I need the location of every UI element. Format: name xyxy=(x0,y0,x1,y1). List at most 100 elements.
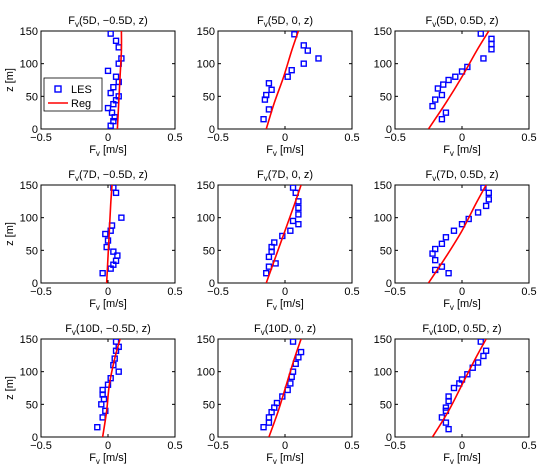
plot-area xyxy=(427,31,495,129)
y-tick-label: 0 xyxy=(386,432,392,444)
y-axis-label: z [m] xyxy=(4,68,16,92)
y-tick-label: 50 xyxy=(203,399,215,411)
y-tick-label: 50 xyxy=(203,91,215,103)
les-point xyxy=(445,270,452,277)
les-point xyxy=(98,401,105,408)
y-tick-label: 150 xyxy=(20,180,38,192)
legend: LES Reg xyxy=(43,77,103,112)
y-tick-label: 50 xyxy=(380,399,392,411)
les-point xyxy=(474,209,482,216)
les-point xyxy=(432,96,439,103)
y-tick-label: 100 xyxy=(20,367,38,379)
reg-line xyxy=(116,31,123,129)
les-point xyxy=(265,253,273,261)
les-point xyxy=(445,397,452,405)
les-point xyxy=(438,115,446,123)
legend-les-marker xyxy=(54,85,62,93)
les-point xyxy=(452,73,459,80)
les-point xyxy=(261,96,269,103)
les-point xyxy=(99,270,106,277)
plot-area xyxy=(260,31,322,129)
subplot-title: Fv(10D, 0, z) xyxy=(254,323,316,337)
y-tick-label: 150 xyxy=(20,26,38,38)
reg-line xyxy=(101,339,121,437)
les-point xyxy=(482,202,490,210)
x-tick-label: 0 xyxy=(282,286,288,298)
y-tick-label: 0 xyxy=(386,124,392,136)
axes-box xyxy=(394,184,530,284)
les-point xyxy=(102,407,109,415)
reg-line xyxy=(265,31,300,129)
les-point xyxy=(263,270,270,277)
les-point xyxy=(474,359,482,366)
x-tick-label: 0.5 xyxy=(167,286,182,298)
les-point xyxy=(288,66,295,74)
subplot-title: Fv(5D, −0.5D, z) xyxy=(68,15,148,29)
les-point xyxy=(94,424,101,431)
reg-line xyxy=(265,185,302,283)
x-tick-label: −0.5 xyxy=(30,132,52,144)
y-tick-label: 0 xyxy=(386,278,392,290)
les-point xyxy=(260,115,267,123)
reg-line xyxy=(105,185,113,283)
x-tick-label: −0.5 xyxy=(207,440,229,452)
les-point xyxy=(464,371,471,378)
les-point xyxy=(287,380,294,387)
les-point xyxy=(480,55,487,62)
les-point xyxy=(118,214,125,221)
les-point xyxy=(429,250,436,257)
les-point xyxy=(464,63,471,71)
x-tick-label: 0 xyxy=(105,132,111,144)
axes-box xyxy=(40,338,176,438)
x-axis-label: Fv [m/s] xyxy=(266,452,304,466)
les-point xyxy=(295,354,302,361)
y-tick-label: 150 xyxy=(374,180,392,192)
x-tick-label: 0.5 xyxy=(167,132,182,144)
les-point xyxy=(442,109,450,116)
les-point xyxy=(284,73,291,80)
reg-line xyxy=(427,185,487,283)
y-tick-label: 100 xyxy=(197,213,215,225)
x-tick-label: −0.5 xyxy=(207,132,229,144)
y-tick-label: 100 xyxy=(197,367,215,379)
les-point xyxy=(445,76,452,84)
plot-area xyxy=(431,339,490,437)
y-tick-label: 100 xyxy=(197,59,215,71)
x-tick-label: 0.5 xyxy=(521,440,536,452)
y-tick-label: 150 xyxy=(374,334,392,346)
les-point xyxy=(440,81,447,88)
plot-area xyxy=(94,339,122,437)
les-point xyxy=(442,419,450,426)
x-axis-label: Fv [m/s] xyxy=(89,452,127,466)
les-point xyxy=(104,104,112,112)
les-point xyxy=(477,339,484,345)
x-tick-label: 0.5 xyxy=(344,286,359,298)
x-tick-label: −0.5 xyxy=(30,440,52,452)
y-tick-label: 0 xyxy=(32,124,38,136)
x-tick-label: −0.5 xyxy=(207,286,229,298)
les-point xyxy=(112,189,120,197)
les-point xyxy=(458,220,466,228)
les-point xyxy=(110,83,117,91)
x-tick-label: 0 xyxy=(459,132,465,144)
les-point xyxy=(112,37,120,44)
les-point xyxy=(477,31,484,37)
y-tick-label: 100 xyxy=(374,213,392,225)
reg-line xyxy=(268,339,302,437)
les-point xyxy=(107,89,114,97)
x-axis-label: Fv [m/s] xyxy=(443,298,481,312)
les-point xyxy=(450,227,458,234)
les-point xyxy=(438,91,446,99)
reg-line xyxy=(427,31,490,129)
legend-reg-label: Reg xyxy=(71,98,91,110)
les-point xyxy=(107,227,114,234)
les-point xyxy=(429,102,436,110)
les-point xyxy=(295,204,302,212)
les-point xyxy=(260,424,267,431)
subplot-title: Fv(10D, −0.5D, z) xyxy=(65,323,151,337)
